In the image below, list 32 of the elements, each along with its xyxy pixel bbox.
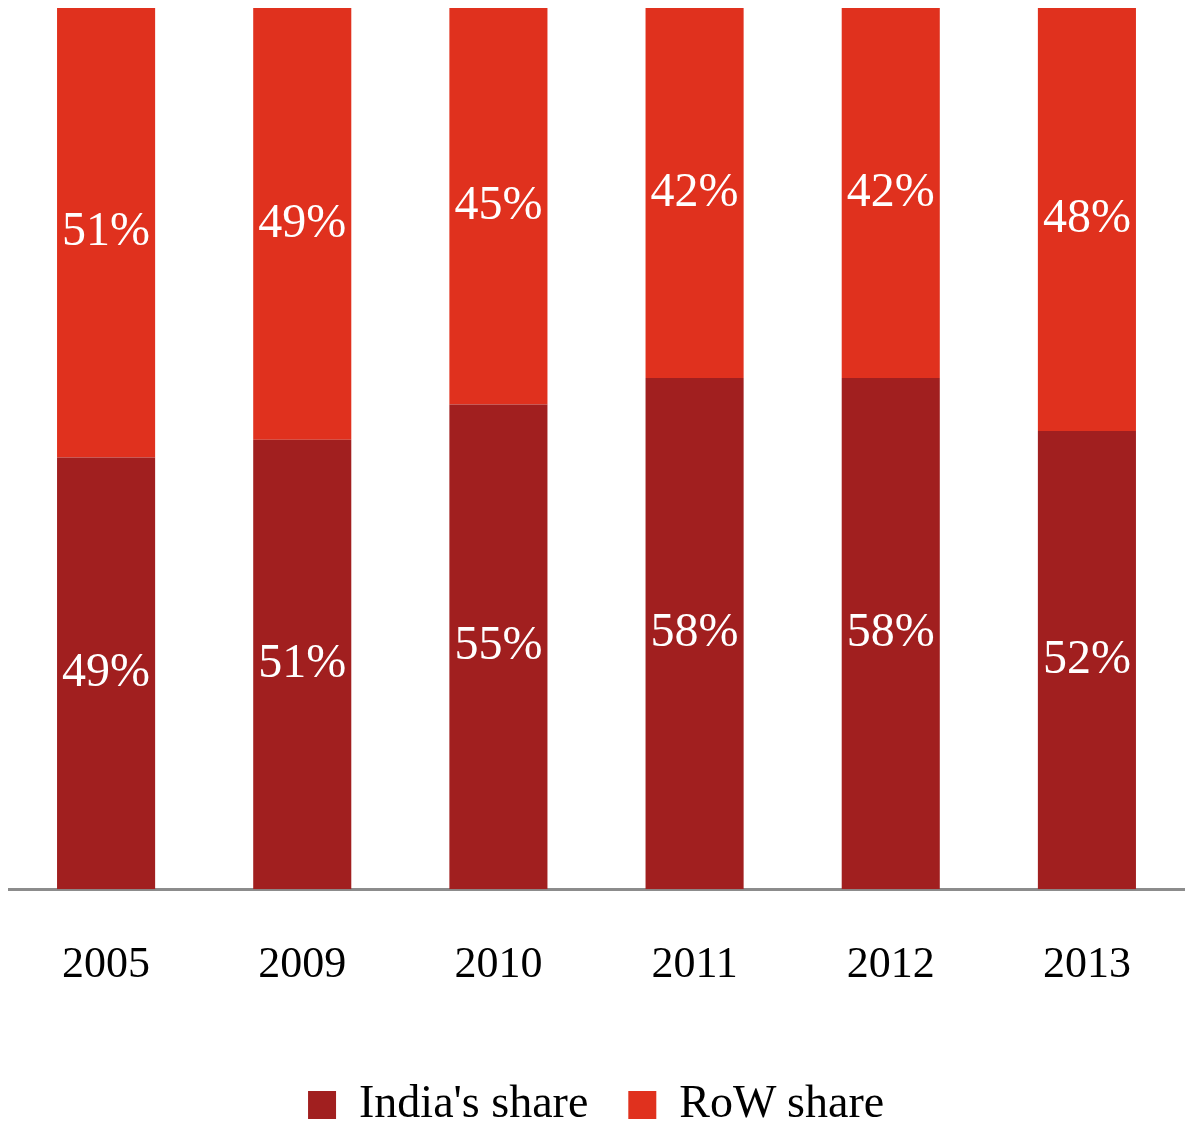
- data-label: 51%: [258, 634, 347, 688]
- data-label: 51%: [62, 202, 151, 256]
- legend-label: RoW share: [679, 1076, 885, 1128]
- x-tick-label: 2011: [651, 938, 738, 988]
- x-tick-label: 2009: [258, 938, 347, 988]
- x-tick-label: 2005: [62, 938, 151, 988]
- bar: [841, 8, 940, 379]
- bar: [1037, 8, 1136, 431]
- data-label: 58%: [846, 603, 935, 657]
- data-label: 52%: [1042, 629, 1131, 683]
- data-label: 49%: [62, 642, 151, 696]
- data-label: 49%: [258, 193, 347, 247]
- bar: [253, 439, 352, 890]
- data-label: 55%: [454, 616, 543, 670]
- data-label: 58%: [650, 603, 739, 657]
- bar: [841, 378, 940, 890]
- data-label: 42%: [846, 162, 935, 216]
- data-label: 48%: [1042, 189, 1131, 243]
- bar: [449, 404, 548, 890]
- bar: [57, 8, 156, 458]
- legend-label: India's share: [359, 1076, 589, 1128]
- bar: [1037, 430, 1136, 890]
- bar: [449, 8, 548, 405]
- x-tick-label: 2013: [1042, 938, 1131, 988]
- bar: [645, 378, 744, 890]
- data-label: 45%: [454, 175, 543, 229]
- x-tick-label: 2012: [846, 938, 935, 988]
- data-label: 42%: [650, 162, 739, 216]
- x-tick-label: 2010: [454, 938, 543, 988]
- bar: [645, 8, 744, 379]
- bar: [253, 8, 352, 440]
- bar: [57, 457, 156, 890]
